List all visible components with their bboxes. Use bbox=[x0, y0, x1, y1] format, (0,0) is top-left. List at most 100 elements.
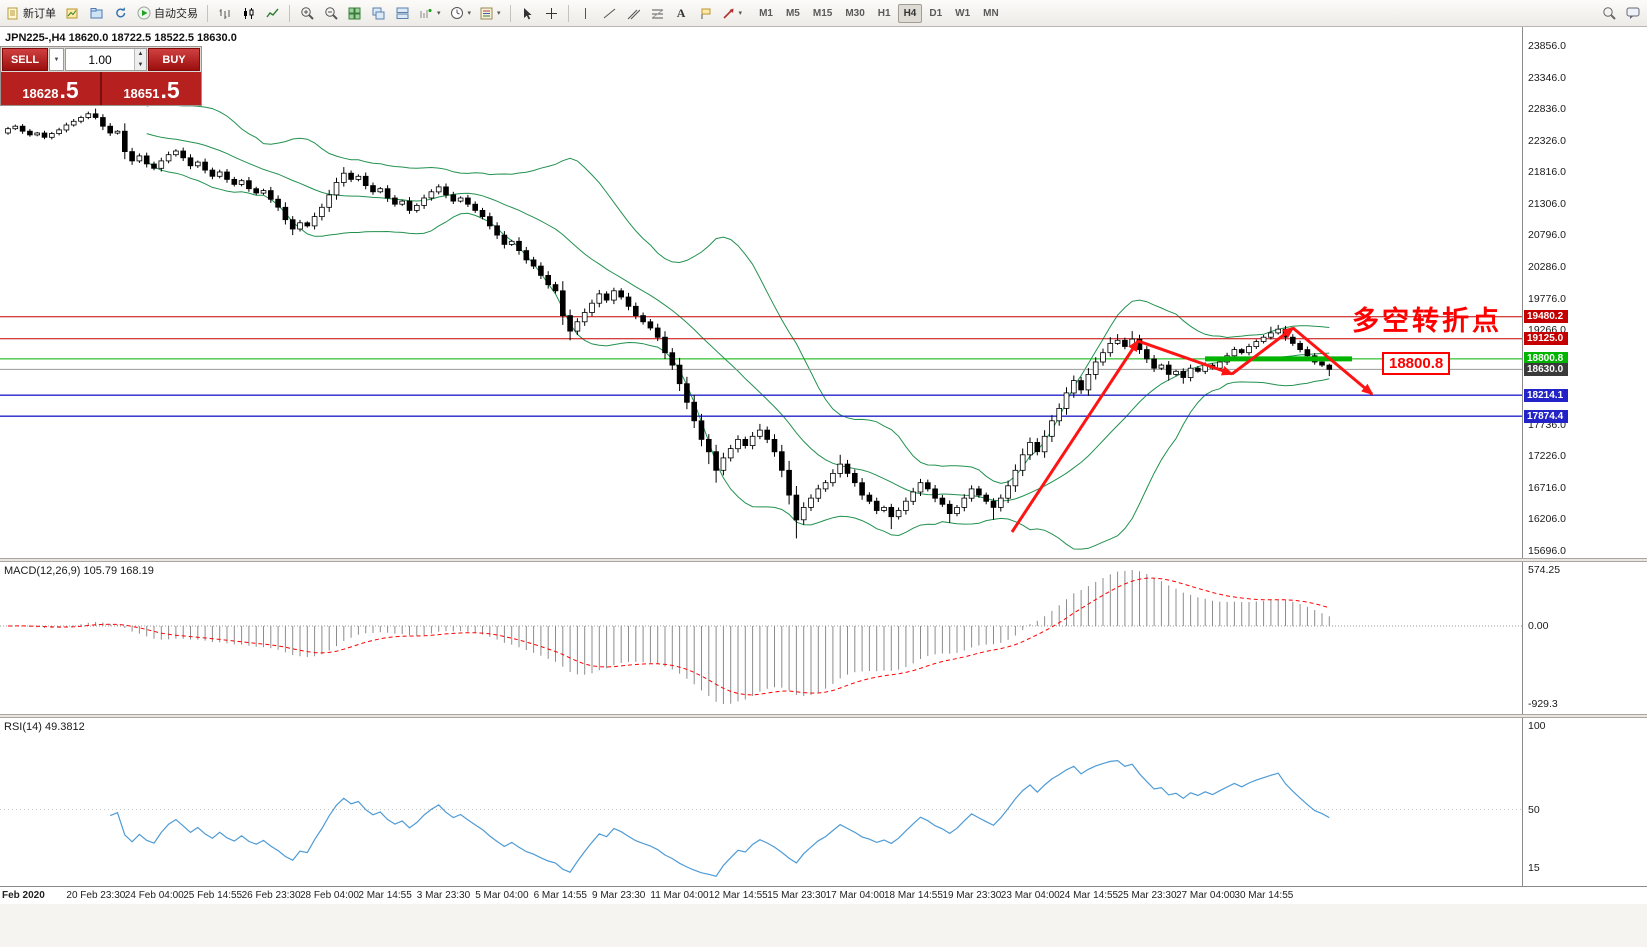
channel-button[interactable] bbox=[622, 2, 645, 24]
fibonacci-icon bbox=[651, 9, 663, 18]
arrow-shape-icon bbox=[722, 8, 734, 19]
price-tick: 17226.0 bbox=[1528, 450, 1566, 463]
shapes-button[interactable]: ▾ bbox=[718, 2, 747, 24]
timeframe-group: M1 M5 M15 M30 H1 H4 D1 W1 MN bbox=[753, 3, 1005, 23]
time-label: 17 Mar 04:00 bbox=[825, 890, 885, 901]
timeframe-MN[interactable]: MN bbox=[983, 7, 999, 19]
chevron-down-icon: ▾ bbox=[437, 10, 441, 17]
cursor-icon bbox=[523, 7, 532, 19]
arrange-windows-button[interactable] bbox=[391, 2, 414, 24]
profiles-button[interactable] bbox=[85, 2, 108, 24]
crosshair-icon bbox=[545, 7, 557, 19]
rsi-line bbox=[109, 759, 1330, 877]
tile-windows-button[interactable] bbox=[343, 2, 366, 24]
autotrade-label: 自动交易 bbox=[154, 8, 198, 20]
price-tag: 19125.0 bbox=[1524, 332, 1568, 346]
timeframe-M15[interactable]: M15 bbox=[812, 7, 833, 19]
crosshair-button[interactable] bbox=[540, 2, 563, 24]
timeframe-M1[interactable]: M1 bbox=[759, 7, 773, 19]
text-label-button[interactable] bbox=[694, 2, 717, 24]
rsi-pane: 100 50 15 RSI(14) 49.3812 bbox=[0, 718, 1647, 886]
cascade-windows-button[interactable] bbox=[367, 2, 390, 24]
chart-title-text: JPN225-,H4 18620.0 18722.5 18522.5 18630… bbox=[5, 32, 237, 44]
toolbar-separator bbox=[567, 4, 569, 22]
trend-arrows bbox=[1010, 326, 1374, 533]
rsi-tick: 50 bbox=[1528, 803, 1540, 816]
template-icon bbox=[480, 7, 493, 19]
time-label: 24 Mar 14:55 bbox=[1059, 890, 1119, 901]
zoom-in-button[interactable] bbox=[295, 2, 318, 24]
autotrade-button[interactable]: 自动交易 bbox=[133, 2, 202, 24]
time-label: 3 Mar 23:30 bbox=[416, 890, 471, 901]
line-chart-button[interactable] bbox=[261, 2, 284, 24]
macd-histogram bbox=[14, 570, 1330, 704]
time-label: 19 Mar 23:30 bbox=[942, 890, 1002, 901]
sell-button[interactable]: SELL bbox=[2, 48, 48, 71]
macd-axis[interactable]: 574.25 0.00 -929.3 bbox=[1522, 562, 1647, 714]
text-button[interactable]: A bbox=[670, 2, 693, 24]
new-order-button[interactable]: 新订单 bbox=[3, 2, 60, 24]
price-tick: 21816.0 bbox=[1528, 166, 1566, 179]
timeframe-H1[interactable]: H1 bbox=[877, 7, 891, 19]
sell-price[interactable]: 18628.5 bbox=[1, 72, 100, 105]
volume-up-button[interactable]: ▲ bbox=[135, 49, 146, 60]
time-label: 9 Mar 23:30 bbox=[592, 890, 646, 901]
line-chart-icon bbox=[266, 8, 279, 17]
bar-chart-button[interactable] bbox=[213, 2, 236, 24]
chart-title: JPN225-,H4 18620.0 18722.5 18522.5 18630… bbox=[5, 32, 237, 44]
periods-button[interactable]: ▾ bbox=[446, 2, 476, 24]
price-tick: 20796.0 bbox=[1528, 229, 1566, 242]
timeframe-W1[interactable]: W1 bbox=[955, 7, 971, 19]
timeframe-H4[interactable]: H4 bbox=[897, 3, 923, 23]
search-button[interactable] bbox=[1597, 2, 1620, 24]
price-chart[interactable] bbox=[0, 27, 1522, 558]
price-tag: 17874.4 bbox=[1524, 409, 1568, 423]
price-tick: 20286.0 bbox=[1528, 260, 1566, 273]
candlesticks bbox=[5, 108, 1333, 539]
rsi-label: RSI(14) 49.3812 bbox=[4, 721, 85, 733]
time-label: 25 Feb 14:55 bbox=[183, 890, 243, 901]
price-axis[interactable]: 23856.0 23346.0 22836.0 22326.0 21816.0 21306… bbox=[1522, 27, 1647, 558]
time-label: 18 Mar 14:55 bbox=[884, 890, 943, 901]
vertical-line-button[interactable] bbox=[574, 2, 597, 24]
trendline-button[interactable] bbox=[598, 2, 621, 24]
macd-chart[interactable] bbox=[0, 562, 1522, 714]
time-label: Feb 2020 bbox=[2, 890, 45, 901]
chat-button[interactable] bbox=[1621, 2, 1644, 24]
templates-button[interactable]: ▾ bbox=[476, 2, 505, 24]
zoom-out-button[interactable] bbox=[319, 2, 342, 24]
one-click-trading-panel: SELL ▼ ▲ ▼ BUY 18628.5 18651.5 bbox=[0, 46, 202, 106]
pane-splitter[interactable] bbox=[0, 714, 1647, 718]
price-tick: 23346.0 bbox=[1528, 71, 1566, 84]
timeframe-D1[interactable]: D1 bbox=[929, 7, 943, 19]
volume-input[interactable] bbox=[66, 49, 146, 70]
timeframe-M5[interactable]: M5 bbox=[785, 7, 800, 19]
price-tick: 22326.0 bbox=[1528, 134, 1566, 147]
price-tick: 15696.0 bbox=[1528, 545, 1566, 557]
charts-button[interactable] bbox=[61, 2, 84, 24]
cursor-button[interactable] bbox=[516, 2, 539, 24]
chevron-down-icon: ▾ bbox=[738, 10, 743, 17]
price-tick: 16716.0 bbox=[1528, 481, 1566, 494]
refresh-button[interactable] bbox=[109, 2, 132, 24]
bottom-fill bbox=[0, 904, 1647, 947]
text-label-icon bbox=[701, 8, 711, 19]
price-tick: 16206.0 bbox=[1528, 513, 1566, 526]
buy-button[interactable]: BUY bbox=[148, 48, 200, 71]
rsi-chart[interactable] bbox=[0, 718, 1522, 886]
volume-down-button[interactable]: ▼ bbox=[135, 59, 146, 70]
profiles-icon bbox=[90, 7, 103, 18]
candlestick-chart-button[interactable] bbox=[237, 2, 260, 24]
time-axis[interactable]: Feb 2020 20 Feb 23:30 24 Feb 04:00 25 Feb 1… bbox=[0, 886, 1647, 904]
buy-price[interactable]: 18651.5 bbox=[102, 72, 201, 105]
chat-icon bbox=[1626, 7, 1639, 19]
rsi-axis[interactable]: 100 50 15 bbox=[1522, 718, 1647, 886]
timeframe-M30[interactable]: M30 bbox=[845, 7, 865, 19]
fibonacci-button[interactable] bbox=[646, 2, 669, 24]
time-label: 5 Mar 04:00 bbox=[475, 890, 529, 901]
pane-splitter[interactable] bbox=[0, 558, 1647, 562]
volume-dropdown[interactable]: ▼ bbox=[49, 48, 64, 71]
time-label: 2 Mar 14:55 bbox=[358, 890, 412, 901]
macd-pane: 574.25 0.00 -929.3 MACD(12,26,9) 105.79 16… bbox=[0, 562, 1647, 714]
indicators-button[interactable]: ▾ bbox=[415, 2, 445, 24]
